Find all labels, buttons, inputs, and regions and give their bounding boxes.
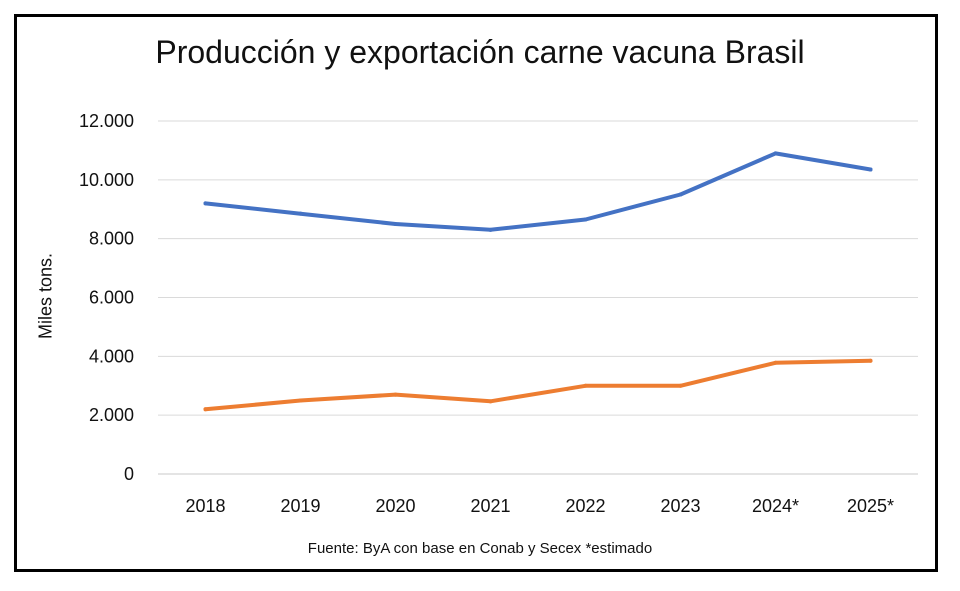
y-tick-label: 8.000 [89, 229, 134, 249]
data-point [203, 201, 208, 206]
source-note: Fuente: ByA con base en Conab y Secex *e… [307, 540, 653, 557]
y-tick-label: 2.000 [89, 405, 134, 425]
data-point [583, 383, 588, 388]
series-line-1 [203, 151, 873, 232]
data-point [868, 358, 873, 363]
y-tick-label: 12.000 [79, 111, 134, 131]
x-tick-label: 2025* [847, 496, 894, 516]
data-point [298, 211, 303, 216]
x-tick-label: 2023 [660, 496, 700, 516]
data-point [393, 392, 398, 397]
data-point [678, 383, 683, 388]
data-point [773, 360, 778, 365]
y-tick-label: 10.000 [79, 170, 134, 190]
data-point [678, 192, 683, 197]
y-tick-label: 4.000 [89, 346, 134, 366]
x-tick-label: 2020 [375, 496, 415, 516]
x-tick-label: 2018 [185, 496, 225, 516]
data-point [298, 398, 303, 403]
data-point [488, 399, 493, 404]
chart-title: Producción y exportación carne vacuna Br… [155, 34, 805, 70]
data-point [583, 217, 588, 222]
data-point [868, 167, 873, 172]
series-line-2 [203, 358, 873, 412]
chart-frame [14, 14, 938, 572]
x-tick-label: 2019 [280, 496, 320, 516]
data-point [488, 227, 493, 232]
y-tick-label: 0 [124, 464, 134, 484]
data-point [203, 407, 208, 412]
data-point [393, 221, 398, 226]
x-tick-label: 2022 [565, 496, 605, 516]
x-tick-label: 2024* [752, 496, 799, 516]
y-tick-label: 6.000 [89, 288, 134, 308]
data-point [773, 151, 778, 156]
x-tick-label: 2021 [470, 496, 510, 516]
